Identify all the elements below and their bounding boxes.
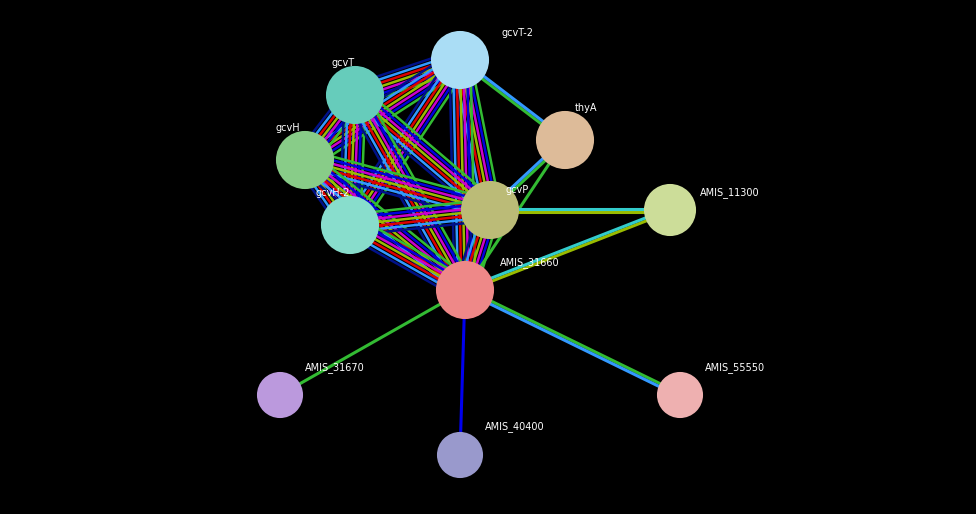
Circle shape — [322, 197, 378, 253]
Text: AMIS_31670: AMIS_31670 — [305, 362, 365, 373]
Circle shape — [537, 112, 593, 168]
Circle shape — [327, 67, 383, 123]
Text: AMIS_40400: AMIS_40400 — [485, 421, 545, 432]
Text: AMIS_55550: AMIS_55550 — [705, 362, 765, 373]
Text: gcvH: gcvH — [275, 123, 300, 133]
Circle shape — [437, 262, 493, 318]
Text: AMIS_11300: AMIS_11300 — [700, 187, 759, 198]
Circle shape — [438, 433, 482, 477]
Circle shape — [462, 182, 518, 238]
Text: gcvH-2: gcvH-2 — [315, 188, 350, 198]
Circle shape — [658, 373, 702, 417]
Text: thyA: thyA — [575, 103, 597, 113]
Circle shape — [645, 185, 695, 235]
Circle shape — [277, 132, 333, 188]
Circle shape — [258, 373, 302, 417]
Text: gcvT: gcvT — [332, 58, 355, 68]
Text: AMIS_31660: AMIS_31660 — [500, 257, 559, 268]
Text: gcvT-2: gcvT-2 — [502, 28, 534, 38]
Circle shape — [432, 32, 488, 88]
Text: gcvP: gcvP — [505, 185, 528, 195]
